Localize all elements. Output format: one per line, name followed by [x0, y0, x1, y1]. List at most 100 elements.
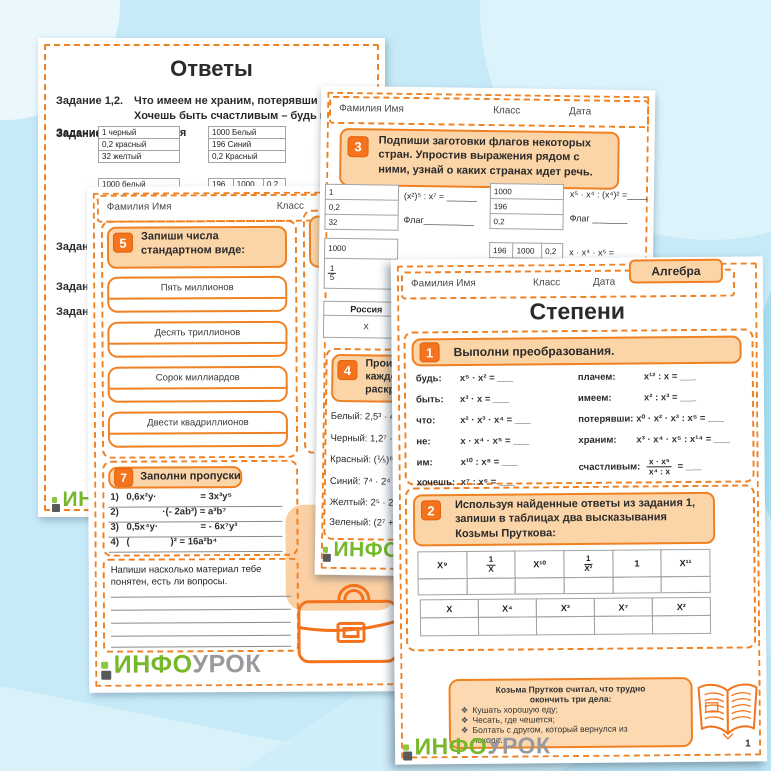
- name-field-label: Фамилия Имя: [410, 277, 476, 290]
- number-words-label: Пять миллионов: [109, 277, 286, 300]
- page1-title: Ответы: [170, 56, 253, 81]
- expression: x · x⁴ · x⁵ = ___: [460, 435, 530, 448]
- class-field-label: Класс: [276, 200, 305, 212]
- table2-header-cell: X⁴: [477, 598, 537, 618]
- cell: 1000: [513, 242, 542, 259]
- expr-right: = - 6x⁷y³: [200, 521, 238, 533]
- table1-answer-cell: [612, 576, 663, 594]
- table2-answer-cell: [535, 615, 596, 636]
- subject-tab-algebra[interactable]: Алгебра: [628, 258, 724, 284]
- number-words-label: Десять триллионов: [109, 322, 286, 345]
- task1-number-badge: 1: [419, 342, 440, 363]
- table2-header-cell: X: [419, 598, 479, 619]
- diamond-bullet-icon: ❖: [460, 715, 469, 726]
- cell: 32: [324, 214, 399, 231]
- cell: 1 5: [324, 258, 398, 290]
- expression: x⁰ · x² · x³ : x⁵ = ___: [636, 412, 724, 425]
- table1-header-cell: X⁹: [417, 550, 468, 580]
- flag4-table: 196 1000 0,2: [489, 242, 564, 260]
- expression: x¹² : x = ___: [643, 370, 696, 383]
- cell: 1: [325, 184, 399, 201]
- expr-left: 0,5x⁴y·: [126, 521, 159, 533]
- answer-blank: [110, 434, 286, 448]
- logo-text-gray: УРОК: [487, 732, 551, 759]
- word-expression: потерявши:: [578, 413, 634, 426]
- logo-text-green: ИНФО: [414, 732, 488, 760]
- table1-answer-cell: [514, 577, 565, 595]
- expr-right: = 3x³y⁵: [200, 491, 233, 503]
- row-number: 2): [110, 506, 119, 518]
- flag2-expression: x⁵ · x⁴ : (x⁴)² =____: [569, 189, 648, 201]
- infourok-logo-icon: [52, 497, 60, 512]
- date-field-label: Дата: [569, 106, 592, 118]
- task2-title: Используя найденные ответы из задания 1,…: [454, 496, 696, 540]
- class-field-label: Класс: [493, 105, 521, 117]
- page-number: 1: [744, 738, 751, 750]
- writing-line: [111, 634, 292, 637]
- table1-answer-cell: [417, 577, 468, 596]
- infourok-logo-icon: [101, 662, 111, 680]
- task5-answer-box-4: Двести квадриллионов: [107, 410, 289, 448]
- cell: 32 желтый: [98, 150, 180, 163]
- task5-answer-box-1: Пять миллионов: [107, 275, 288, 313]
- table1-answer-cell: [466, 577, 517, 595]
- row-number: 3): [110, 521, 119, 533]
- task4-table-b: 1000 Белый 196 Синий 0,2 Красный: [208, 126, 286, 163]
- name-field-label: Фамилия Имя: [106, 201, 172, 213]
- page4-title: Степени: [529, 297, 626, 325]
- table2-header-cell: X³: [535, 597, 595, 618]
- table2-header-cell: X²: [651, 596, 711, 617]
- number-words-label: Двести квадриллионов: [109, 412, 286, 435]
- color-expression-yellow: Желтый: 2⁵ · 2⁴: [329, 496, 398, 509]
- word-expression: будь:: [415, 373, 442, 385]
- flag4-expression: x · x⁴ · x⁵ =: [569, 247, 615, 258]
- fraction-denominator: 5: [329, 272, 335, 282]
- diamond-bullet-icon: ❖: [460, 705, 469, 716]
- color-expression-black: Черный: 1,2⁷ · (: [330, 432, 399, 445]
- cell: 196: [490, 198, 564, 215]
- task3-number-badge: 3: [347, 136, 369, 158]
- cell: 1 черный: [98, 126, 180, 139]
- task5-answer-box-3: Сорок миллиардов: [107, 365, 288, 403]
- row-number: 4): [110, 536, 120, 548]
- word-expression: не:: [416, 436, 431, 448]
- task5-answer-box-2: Десять триллионов: [107, 320, 288, 358]
- flag3-table: 1000 1 5: [323, 237, 399, 290]
- table2-answer-cell: [651, 614, 712, 635]
- expression: x² : x³ = ___: [643, 391, 697, 404]
- expr-right: )² = 16a²b⁴: [170, 536, 218, 548]
- feedback-container: Напиши насколько материал тебе понятен, …: [102, 557, 300, 653]
- color-expression-white: Белый: 2,5³ · 4³: [330, 410, 399, 423]
- expr-left: 0,6x²y·: [126, 491, 157, 503]
- fraction-denominator: x⁴ : x: [648, 466, 671, 477]
- cell: 0,2 Красный: [208, 150, 286, 163]
- flag1-table: 1 0,2 32: [324, 183, 400, 231]
- date-field-label: Дата: [592, 276, 616, 288]
- task7-number-badge: 7: [114, 467, 134, 487]
- worksheet-page-stepeni[interactable]: Фамилия Имя Класс Дата Алгебра Степени 1…: [390, 256, 768, 765]
- word-expression: быть:: [415, 394, 444, 406]
- word-expression: храним:: [578, 434, 617, 447]
- answer-blank: [110, 344, 286, 358]
- open-book-icon: [697, 683, 758, 740]
- task2-table2: X X⁴ X³ X⁷ X²: [419, 596, 712, 637]
- table1-header-cell: 1 X²: [563, 549, 614, 579]
- color-expression-green: Зеленый: (2⁷ +: [329, 516, 394, 529]
- infourok-logo-icon: [322, 546, 331, 562]
- task4-number-badge: 4: [337, 359, 358, 381]
- table1-header-cell: X¹¹: [660, 548, 711, 578]
- table1-answer-cell: [660, 575, 711, 594]
- feedback-prompt: Напиши насколько материал тебе понятен, …: [110, 563, 262, 588]
- table2-answer-cell: [419, 616, 480, 637]
- task3-title: Подпиши заготовки флагов некоторых стран…: [378, 134, 593, 179]
- writing-line: [111, 645, 292, 648]
- word-expression-fraction: счастливым: x · x⁵ x⁴ : x = ___: [578, 456, 702, 477]
- number-words-label: Сорок миллиардов: [109, 367, 286, 390]
- expression: x² · x³ · x⁴ = ___: [460, 414, 531, 427]
- cell: 0,2 красный: [98, 138, 180, 151]
- table2-answer-cell: [477, 616, 538, 636]
- expression: x⁵ · x² = ___: [459, 372, 514, 385]
